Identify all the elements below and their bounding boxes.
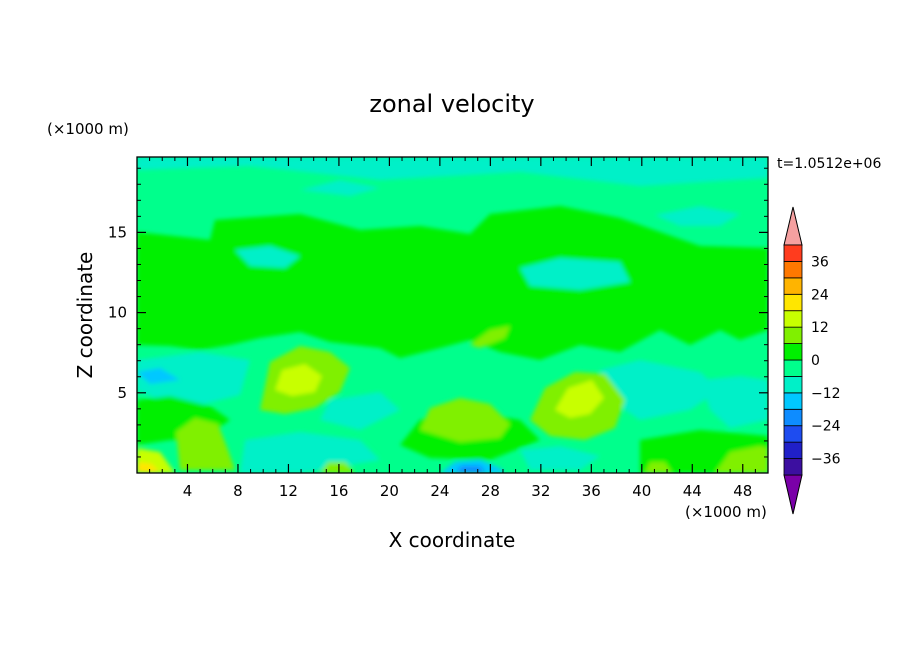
y-tick-label: 10: [108, 304, 127, 322]
x-tick-label: 16: [329, 482, 348, 500]
x-unit-label: (×1000 m): [685, 503, 767, 521]
colorbar-tick-label: −12: [811, 386, 841, 402]
colorbar: 36 24 12 0 −12 −24 −36: [783, 206, 841, 515]
colorbar-band: [783, 244, 803, 262]
time-label: t=1.0512e+06: [777, 156, 881, 172]
x-tick-label: 48: [733, 482, 752, 500]
colorbar-band: [783, 441, 803, 459]
y-tick-label: 5: [117, 384, 127, 402]
y-axis-ticks: 5 10 15: [108, 167, 768, 458]
x-tick-label: 8: [233, 482, 243, 500]
x-tick-label: 12: [279, 482, 298, 500]
colorbar-band: [783, 293, 803, 312]
y-unit-label: (×1000 m): [47, 120, 129, 138]
colorbar-tick-label: −24: [811, 419, 841, 435]
colorbar-band: [783, 376, 803, 394]
colorbar-under-triangle: [783, 474, 803, 515]
colorbar-band: [783, 458, 803, 476]
x-tick-label: 44: [683, 482, 702, 500]
colorbar-band: [783, 359, 803, 377]
colorbar-band: [783, 326, 803, 344]
contour-field: [137, 157, 768, 473]
x-tick-label: 24: [430, 482, 449, 500]
x-tick-label: 40: [632, 482, 651, 500]
x-axis-title: X coordinate: [389, 528, 516, 552]
colorbar-tick-label: 12: [811, 320, 829, 336]
x-tick-label: 28: [481, 482, 500, 500]
x-tick-label: 36: [582, 482, 601, 500]
colorbar-band: [783, 261, 803, 279]
colorbar-band: [783, 392, 803, 410]
colorbar-band: [783, 425, 803, 443]
x-tick-label: 32: [531, 482, 550, 500]
colorbar-tick-label: 24: [811, 287, 829, 303]
y-axis-title: Z coordinate: [73, 252, 97, 379]
colorbar-tick-label: 0: [811, 353, 820, 369]
x-tick-label: 20: [380, 482, 399, 500]
x-axis-ticks: 4 8 12 16 20 24 28 32 36 40 44 48: [149, 157, 756, 500]
colorbar-tick-label: 36: [811, 254, 829, 270]
colorbar-band: [783, 310, 803, 328]
y-tick-label: 15: [108, 223, 127, 241]
colorbar-band: [783, 343, 803, 361]
colorbar-over-triangle: [783, 206, 803, 246]
colorbar-band: [783, 277, 803, 295]
colorbar-band: [783, 408, 803, 427]
x-tick-label: 4: [183, 482, 193, 500]
colorbar-tick-label: −36: [811, 452, 841, 468]
chart-title: zonal velocity: [369, 90, 534, 118]
